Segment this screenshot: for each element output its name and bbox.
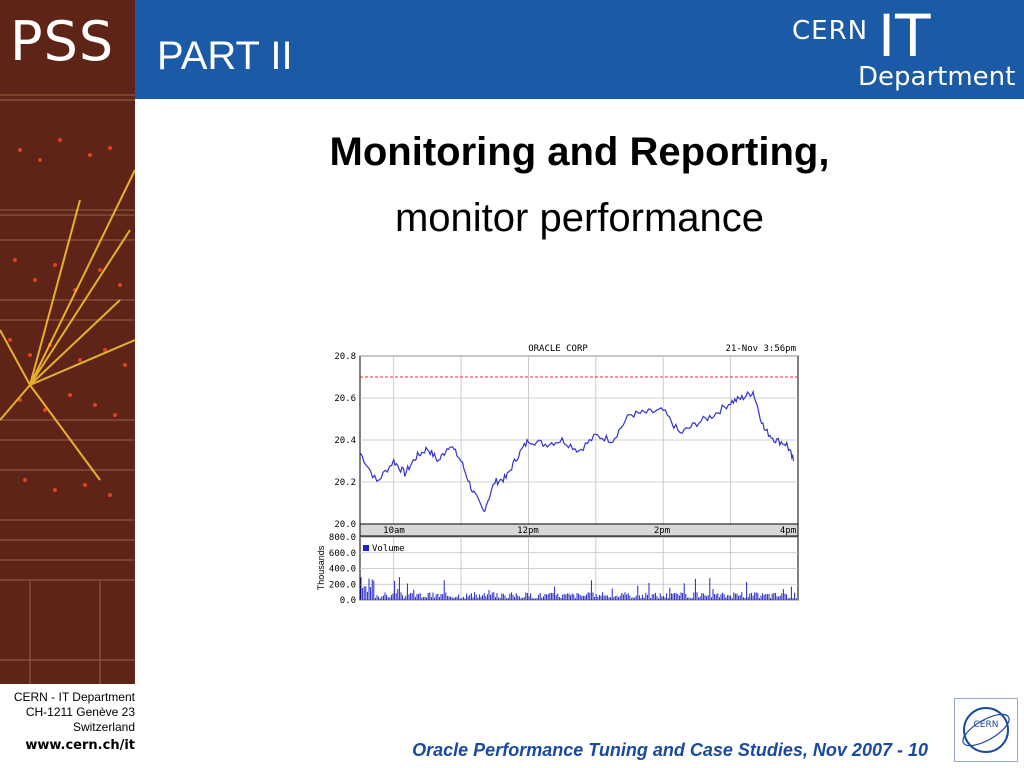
cern-word: CERN: [792, 16, 869, 46]
x-tick-label: 12pm: [517, 526, 539, 536]
footer-url-link[interactable]: www.cern.ch/it: [25, 738, 135, 753]
x-tick-label: 10am: [383, 526, 405, 536]
seal-ring: [963, 707, 1009, 753]
address-line: CERN - IT Department: [13, 690, 135, 704]
volume-y-tick-label: 800.0: [329, 533, 356, 543]
y-tick-label: 20.2: [334, 478, 356, 488]
price-y-tick-labels: 20.8 20.6 20.4 20.2 20.0: [334, 352, 356, 530]
y-tick-label: 20.6: [334, 394, 356, 404]
x-axis-band: [359, 523, 799, 537]
cern-seal-logo: CERN: [954, 698, 1018, 762]
volume-y-tick-label: 600.0: [329, 549, 356, 559]
seal-text: CERN: [974, 720, 999, 730]
volume-y-tick-labels: 800.0 600.0 400.0 200.0 0.0: [329, 533, 356, 606]
y-tick-label: 20.8: [334, 352, 356, 362]
particle-collision-graphic: [0, 0, 135, 684]
volume-y-tick-label: 400.0: [329, 565, 356, 575]
slide-subheading: monitor performance: [394, 196, 765, 240]
volume-y-tick-label: 0.0: [340, 596, 356, 606]
address-line: Switzerland: [72, 720, 135, 734]
chart-title: ORACLE CORP: [528, 344, 588, 354]
price-series-line: [359, 389, 795, 512]
volume-legend-label: Volume: [372, 544, 405, 554]
volume-y-axis-label: Thousands: [316, 545, 326, 590]
chart-timestamp: 21-Nov 3:56pm: [726, 344, 796, 354]
seal-orbit: [962, 713, 1010, 747]
address-line: CH-1211 Genève 23: [25, 705, 135, 719]
cern-it-department-logo: CERN IT Department: [792, 2, 1016, 94]
footer-caption: Oracle Performance Tuning and Case Studi…: [412, 740, 928, 760]
y-tick-label: 20.0: [334, 520, 356, 530]
x-tick-label: 2pm: [654, 526, 670, 536]
volume-bars: [360, 577, 797, 600]
slide-heading: Monitoring and Reporting,: [329, 130, 830, 174]
part-title: PART II: [157, 34, 293, 78]
it-word: IT: [878, 2, 931, 70]
x-tick-label: 4pm: [780, 526, 796, 536]
volume-legend-swatch: [363, 545, 369, 551]
left-decorative-strip: PSS: [0, 0, 135, 684]
footer-address: CERN - IT Department CH-1211 Genève 23 S…: [0, 690, 135, 753]
department-word: Department: [858, 62, 1016, 92]
stock-chart: ORACLE CORP 21-Nov 3:56pm 20.8 20.6 20.4…: [310, 338, 810, 606]
y-tick-label: 20.4: [334, 436, 356, 446]
pss-logo: PSS: [10, 10, 115, 73]
top-banner: PART II CERN IT Department: [135, 0, 1024, 99]
volume-y-tick-label: 200.0: [329, 580, 356, 590]
